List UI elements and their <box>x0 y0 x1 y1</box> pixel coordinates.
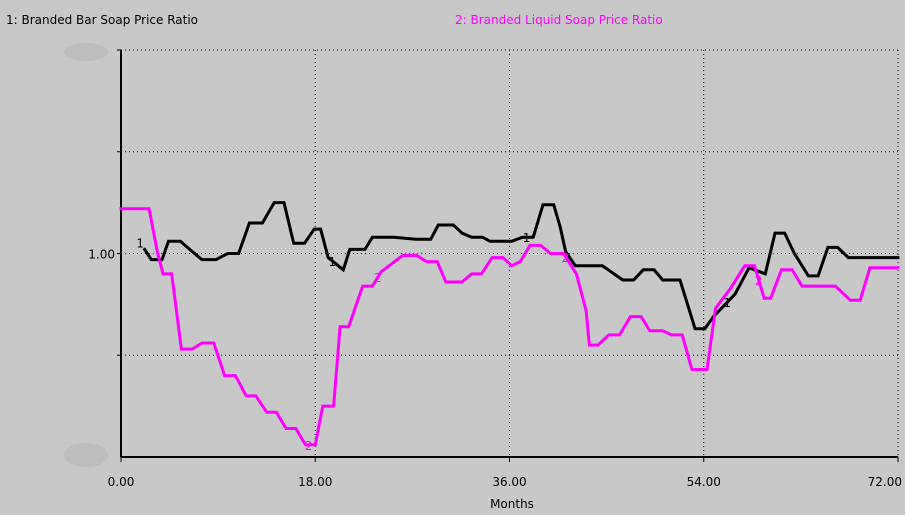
y-tick-label-0: 1.00 <box>88 248 115 262</box>
legend-series-1: 1: Branded Bar Soap Price Ratio <box>6 13 198 27</box>
series-1-marker-2: 1 <box>523 231 531 245</box>
x-axis-label: Months <box>490 497 534 511</box>
series-2-marker-1: 2 <box>374 271 382 285</box>
series-lines <box>119 201 900 447</box>
series-2-marker-3: 2 <box>755 274 763 288</box>
axis-bottom-blob <box>64 443 108 467</box>
series-markers: 1 1 1 1 2 2 2 2 <box>136 231 762 453</box>
axis-top-blob <box>64 43 108 61</box>
series-line-2 <box>119 207 900 447</box>
series-1-marker-0: 1 <box>136 237 144 251</box>
series-1-marker-1: 1 <box>329 255 337 269</box>
grid-lines <box>121 49 899 457</box>
series-2-marker-2: 2 <box>562 251 570 265</box>
x-tick-label-3: 54.00 <box>687 475 721 489</box>
axes <box>117 49 899 462</box>
x-tick-label-1: 18.00 <box>298 475 332 489</box>
x-tick-label-2: 36.00 <box>492 475 526 489</box>
series-1-marker-3: 1 <box>723 296 731 310</box>
x-tick-label-4: 72.00 <box>868 475 902 489</box>
x-tick-label-0: 0.00 <box>108 475 135 489</box>
legend-series-2: 2: Branded Liquid Soap Price Ratio <box>455 13 663 27</box>
series-2-marker-0: 2 <box>305 439 313 453</box>
tick-labels: 0.00 18.00 36.00 54.00 72.00 1.00 <box>88 248 902 490</box>
series-line-1 <box>142 201 900 331</box>
